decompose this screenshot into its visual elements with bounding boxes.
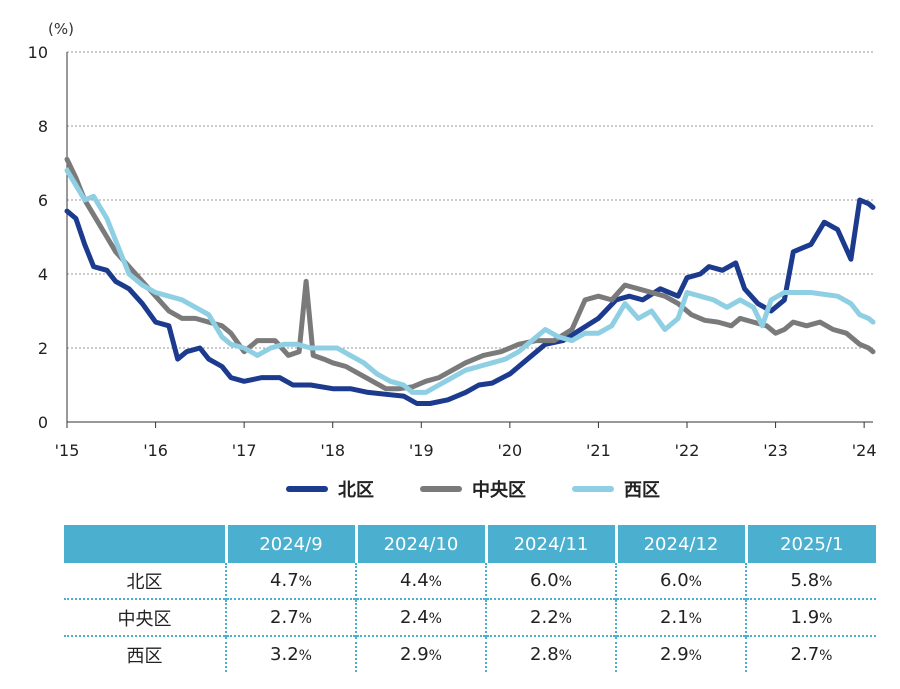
cell-unit: % — [688, 611, 702, 627]
cell-value: 4.4 — [400, 570, 429, 591]
chart-legend: 北区 中央区 西区 — [0, 476, 900, 502]
cell-value: 2.4 — [400, 607, 429, 628]
legend-item-west: 西区 — [572, 476, 660, 502]
table-cell: 3.2% — [225, 635, 356, 672]
y-tick-label: 0 — [38, 413, 48, 432]
row-label: 北区 — [126, 571, 163, 593]
table-row: 北区 4.7% 4.4% 6.0% 6.0% 5.8% — [64, 563, 876, 599]
y-tick-label: 2 — [38, 339, 48, 358]
series-line-2 — [64, 167, 876, 395]
table-header-blank — [64, 525, 226, 563]
table-cell: 4.4% — [355, 563, 486, 599]
x-tick-label: '17 — [232, 441, 257, 460]
table-cell: 2.8% — [485, 635, 616, 672]
x-tick-label: '24 — [852, 441, 877, 460]
table-cell: 2.9% — [615, 635, 746, 672]
table-cell: 6.0% — [615, 563, 746, 599]
cell-value: 6.0 — [660, 570, 689, 591]
y-tick-label: 10 — [28, 43, 48, 62]
x-tick-label: '19 — [409, 441, 434, 460]
cell-value: 2.2 — [530, 607, 559, 628]
table-cell: 5.8% — [745, 563, 876, 599]
legend-swatch-west — [572, 486, 614, 492]
cell-unit: % — [428, 648, 442, 664]
cell-value: 3.2 — [270, 644, 299, 665]
table-cell: 2.7% — [745, 635, 876, 672]
x-tick-label: '20 — [497, 441, 522, 460]
table-cell: 4.7% — [225, 563, 356, 599]
legend-swatch-north — [286, 486, 328, 492]
table-header-row: 2024/9 2024/10 2024/11 2024/12 2025/1 — [64, 525, 876, 563]
cell-unit: % — [819, 574, 833, 590]
vacancy-rate-table: 2024/9 2024/10 2024/11 2024/12 2025/1 北区… — [64, 525, 876, 672]
y-tick-label: 8 — [38, 117, 48, 136]
x-tick-label: '23 — [763, 441, 788, 460]
cell-value: 2.7 — [270, 607, 299, 628]
table-cell: 2.2% — [485, 598, 616, 636]
table-cell: 2.9% — [355, 635, 486, 672]
legend-label-west: 西区 — [624, 480, 660, 501]
cell-value: 1.9 — [790, 607, 820, 628]
cell-value: 2.1 — [660, 607, 689, 628]
cell-value: 4.7 — [270, 570, 299, 591]
cell-unit: % — [428, 611, 442, 627]
cell-value: 5.8 — [790, 570, 820, 591]
table-cell: 2.7% — [225, 598, 356, 636]
row-label: 西区 — [64, 635, 226, 672]
cell-unit: % — [298, 574, 312, 590]
legend-item-north: 北区 — [286, 476, 374, 502]
legend-item-chuo: 中央区 — [420, 476, 526, 502]
table-cell: 6.0% — [485, 563, 616, 599]
cell-unit: % — [558, 611, 572, 627]
y-tick-label: 6 — [38, 191, 48, 210]
legend-label-chuo: 中央区 — [472, 480, 526, 501]
cell-value: 6.0 — [530, 570, 559, 591]
cell-unit: % — [428, 574, 442, 590]
cell-unit: % — [558, 648, 572, 664]
table-row: 西区 3.2% 2.9% 2.8% 2.9% 2.7% — [64, 635, 876, 672]
x-tick-label: '21 — [586, 441, 611, 460]
cell-value: 2.9 — [660, 644, 689, 665]
series-line-0 — [64, 197, 876, 406]
cell-value: 2.7 — [790, 644, 820, 665]
x-tick-label: '18 — [320, 441, 345, 460]
table-cell: 1.9% — [745, 598, 876, 636]
x-tick-label: '22 — [675, 441, 700, 460]
line-chart: (%) 0 2 4 6 8 10 '15 '16 '17 '18 '19 '20 '21 '22 '23 '24 — [28, 20, 877, 460]
series-line-1 — [64, 156, 876, 392]
cell-unit: % — [688, 648, 702, 664]
table-header-cell: 2024/11 — [484, 525, 616, 563]
x-tick-label: '15 — [55, 441, 80, 460]
legend-label-north: 北区 — [338, 480, 374, 501]
cell-unit: % — [688, 574, 702, 590]
cell-value: 2.9 — [400, 644, 429, 665]
table-header-cell: 2024/9 — [224, 525, 356, 563]
cell-unit: % — [298, 648, 312, 664]
table-header-cell: 2025/1 — [744, 525, 876, 563]
cell-unit: % — [558, 574, 572, 590]
table-header-cell: 2024/10 — [354, 525, 486, 563]
cell-value: 2.8 — [530, 644, 559, 665]
row-label: 中央区 — [64, 598, 226, 636]
table-cell: 2.1% — [615, 598, 746, 636]
table-header-cell: 2024/12 — [614, 525, 746, 563]
table-row: 中央区 2.7% 2.4% 2.2% 2.1% 1.9% — [64, 598, 876, 636]
y-tick-label: 4 — [38, 265, 48, 284]
cell-unit: % — [298, 611, 312, 627]
x-tick-label: '16 — [143, 441, 168, 460]
legend-swatch-chuo — [420, 486, 462, 492]
cell-unit: % — [819, 611, 833, 627]
y-unit-label: (%) — [48, 20, 74, 38]
table-cell: 2.4% — [355, 598, 486, 636]
cell-unit: % — [819, 648, 833, 664]
